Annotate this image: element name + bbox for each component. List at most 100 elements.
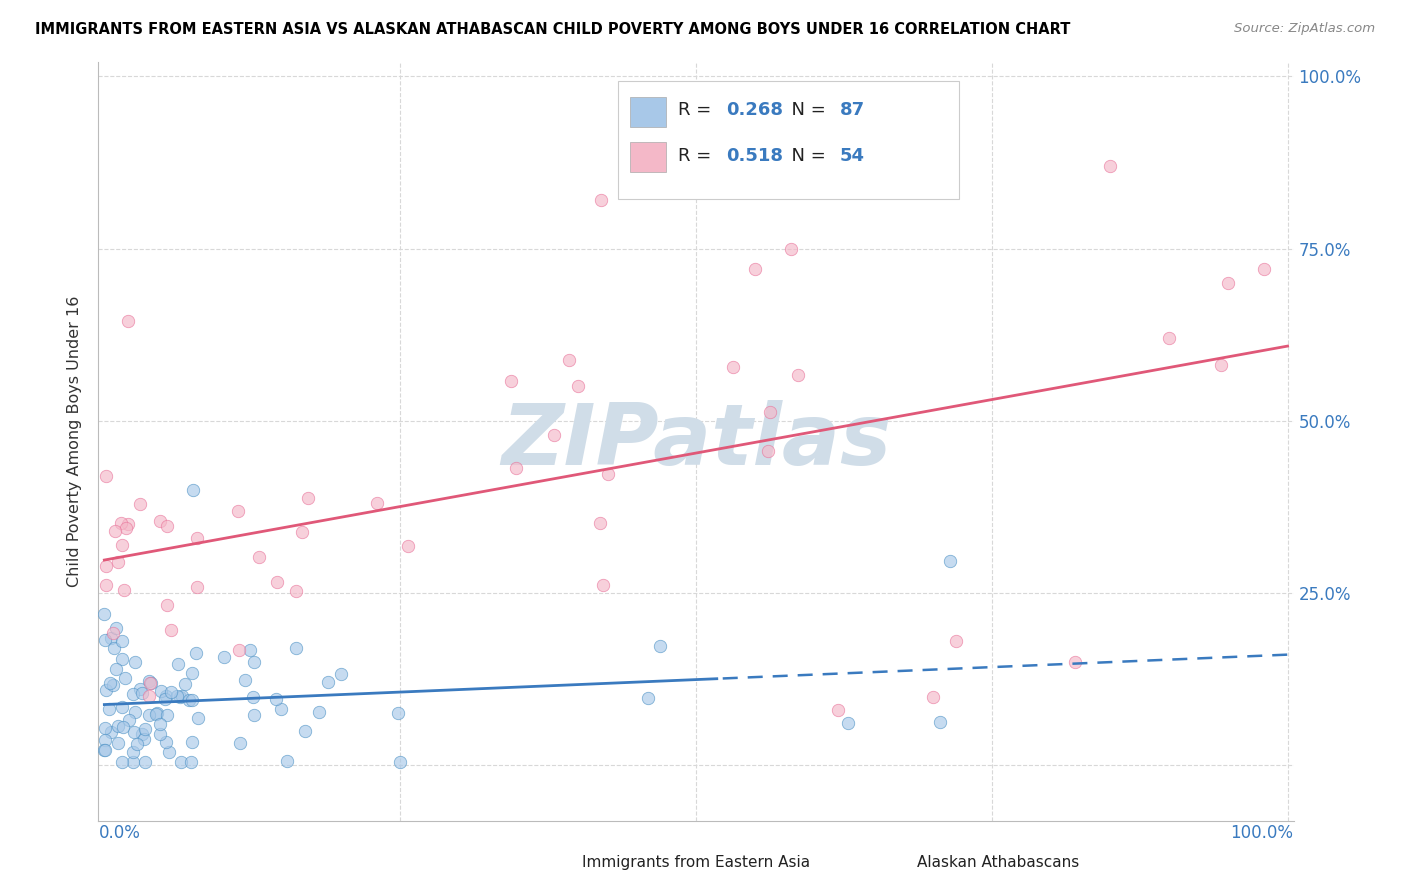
- Point: [107, 555, 129, 569]
- Point: [169, 690, 191, 704]
- Point: [93, 633, 115, 648]
- Point: [648, 640, 671, 654]
- Point: [107, 719, 129, 733]
- Point: [501, 374, 523, 388]
- Point: [149, 727, 172, 741]
- Point: [744, 262, 766, 277]
- Point: [170, 689, 193, 703]
- Text: 100.0%: 100.0%: [1230, 824, 1294, 842]
- Point: [170, 755, 193, 769]
- Text: 87: 87: [839, 101, 865, 120]
- Point: [285, 584, 308, 599]
- Text: 54: 54: [839, 146, 865, 165]
- Point: [127, 737, 149, 751]
- Point: [94, 733, 117, 747]
- Point: [229, 736, 252, 750]
- Bar: [630, 96, 666, 127]
- Point: [592, 578, 614, 592]
- Text: 0.268: 0.268: [725, 101, 783, 120]
- Point: [187, 711, 209, 725]
- Point: [104, 524, 127, 538]
- Point: [111, 652, 134, 666]
- Point: [98, 675, 121, 690]
- Point: [567, 379, 589, 393]
- Point: [233, 673, 256, 687]
- Point: [589, 516, 612, 531]
- Point: [181, 665, 204, 680]
- Point: [96, 469, 118, 483]
- Point: [122, 755, 145, 769]
- Point: [156, 598, 179, 612]
- Point: [387, 706, 409, 720]
- Point: [837, 715, 859, 730]
- Point: [1253, 262, 1275, 277]
- Point: [131, 686, 153, 700]
- Point: [146, 706, 169, 721]
- Text: Immigrants from Eastern Asia: Immigrants from Eastern Asia: [582, 855, 811, 870]
- Point: [596, 467, 619, 481]
- FancyBboxPatch shape: [619, 81, 959, 199]
- Point: [93, 607, 115, 621]
- Point: [186, 532, 208, 546]
- Text: 0.0%: 0.0%: [98, 824, 141, 842]
- Point: [139, 675, 162, 690]
- Point: [180, 755, 202, 769]
- Point: [591, 194, 613, 208]
- Text: Alaskan Athabascans: Alaskan Athabascans: [917, 855, 1080, 870]
- Point: [100, 725, 122, 739]
- Point: [928, 714, 950, 729]
- Point: [97, 702, 120, 716]
- Point: [787, 368, 810, 382]
- Point: [1159, 331, 1181, 345]
- Point: [124, 724, 146, 739]
- Point: [138, 708, 160, 723]
- Point: [153, 692, 176, 706]
- Point: [827, 703, 849, 717]
- Text: IMMIGRANTS FROM EASTERN ASIA VS ALASKAN ATHABASCAN CHILD POVERTY AMONG BOYS UNDE: IMMIGRANTS FROM EASTERN ASIA VS ALASKAN …: [35, 22, 1070, 37]
- Point: [105, 662, 128, 676]
- Text: Source: ZipAtlas.com: Source: ZipAtlas.com: [1234, 22, 1375, 36]
- Point: [721, 359, 744, 374]
- Point: [103, 641, 125, 656]
- Point: [138, 674, 160, 689]
- Point: [121, 745, 143, 759]
- Point: [149, 514, 172, 528]
- Point: [124, 655, 146, 669]
- Point: [543, 427, 565, 442]
- Point: [115, 521, 138, 535]
- Point: [107, 735, 129, 749]
- Point: [637, 691, 659, 706]
- Point: [242, 690, 264, 705]
- Point: [291, 524, 314, 539]
- Point: [122, 687, 145, 701]
- Point: [388, 755, 411, 769]
- Y-axis label: Child Poverty Among Boys Under 16: Child Poverty Among Boys Under 16: [67, 296, 83, 587]
- Text: R =: R =: [678, 101, 717, 120]
- Bar: [541, 853, 574, 871]
- Text: 0.518: 0.518: [725, 146, 783, 165]
- Point: [138, 689, 160, 703]
- Point: [111, 700, 134, 714]
- Point: [297, 491, 319, 505]
- Point: [94, 559, 117, 574]
- Point: [149, 717, 172, 731]
- Point: [101, 678, 124, 692]
- Point: [228, 643, 250, 657]
- Point: [264, 692, 287, 706]
- Point: [117, 314, 139, 328]
- Point: [112, 582, 135, 597]
- Point: [132, 731, 155, 746]
- Point: [111, 755, 134, 769]
- Point: [939, 553, 962, 567]
- Point: [111, 634, 134, 648]
- Point: [118, 713, 141, 727]
- Point: [138, 676, 160, 690]
- Point: [128, 497, 150, 511]
- Point: [110, 516, 132, 531]
- Point: [366, 496, 388, 510]
- Point: [156, 519, 179, 533]
- Point: [124, 705, 146, 719]
- Point: [111, 538, 134, 552]
- Point: [285, 641, 308, 656]
- Point: [945, 634, 967, 648]
